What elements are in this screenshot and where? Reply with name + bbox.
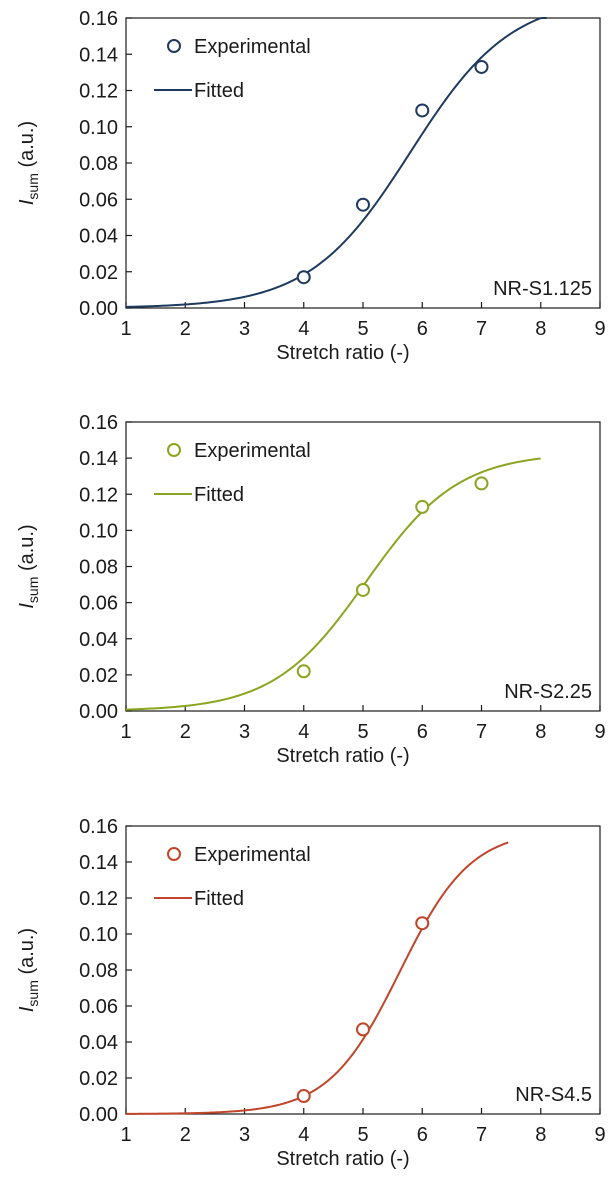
legend-label-experimental: Experimental [194,36,311,58]
y-tick-label: 0.14 [79,44,118,66]
x-tick-label: 2 [180,318,191,340]
x-tick-label: 7 [476,1124,487,1146]
experimental-point [296,664,311,679]
legend-label-fitted: Fitted [194,484,244,506]
x-tick-label: 4 [298,1124,309,1146]
experimental-point [296,270,311,285]
y-tick-label: 0.06 [79,189,118,211]
legend-label-experimental: Experimental [194,440,311,462]
chart-panel-2: 0.00 0.02 0.04 0.06 0.08 0.10 0.12 0.14 0.16 1 2 3 4… [16,412,606,767]
y-tick-label: 0.16 [79,816,118,838]
x-tick-label: 6 [417,1124,428,1146]
y-tick-label: 0.04 [79,1032,118,1054]
x-tick-label: 2 [180,1124,191,1146]
y-tick-label: 0.02 [79,262,118,284]
x-tick-label: 6 [417,318,428,340]
y-tick-label: 0.08 [79,153,118,175]
x-tick-label: 9 [594,318,605,340]
y-tick-label: 0.08 [79,557,118,579]
x-tick-label: 6 [417,721,428,743]
x-tick-label: 4 [298,318,309,340]
y-tick-label: 0.10 [79,520,118,542]
y-tick-label: 0.04 [79,226,118,248]
experimental-point [415,916,430,931]
y-tick-label: 0.14 [79,852,118,874]
x-tick-label: 9 [594,1124,605,1146]
x-tick-label: 3 [239,1124,250,1146]
x-tick-label: 2 [180,721,191,743]
y-tick-label: 0.00 [79,1104,118,1126]
y-axis-label: Isum (a.u.) [16,121,41,205]
y-tick-label: 0.14 [79,448,118,470]
x-tick-label: 8 [535,318,546,340]
x-tick-label: 5 [357,318,368,340]
x-axis-label: Stretch ratio (-) [276,1148,409,1170]
y-axis-label: Isum (a.u.) [16,524,41,608]
x-axis-label: Stretch ratio (-) [276,745,409,767]
y-tick-label: 0.00 [79,298,118,320]
y-tick-label: 0.12 [79,484,118,506]
y-tick-label: 0.06 [79,593,118,615]
x-tick-label: 5 [357,1124,368,1146]
experimental-point [356,582,370,597]
panel-label-background [476,274,596,302]
experimental-point [474,476,489,491]
x-tick-label: 3 [239,318,250,340]
x-tick-label: 9 [594,721,605,743]
panel-label: NR-S4.5 [515,1084,592,1106]
legend-marker-experimental [167,847,181,861]
panel-label-background [476,677,596,705]
y-tick-label: 0.12 [79,888,118,910]
y-tick-label: 0.16 [79,412,118,434]
y-tick-label: 0.04 [79,629,118,651]
y-tick-label: 0.08 [79,960,118,982]
experimental-point [415,499,430,514]
x-tick-label: 1 [120,318,131,340]
y-tick-label: 0.16 [79,8,118,30]
x-tick-label: 3 [239,721,250,743]
x-tick-label: 7 [476,721,487,743]
fitted-curve [125,841,509,1115]
legend-marker-experimental [167,443,181,457]
legend-label-experimental: Experimental [194,844,311,866]
legend-label-fitted: Fitted [194,888,244,910]
experimental-point [356,197,370,212]
legend-label-fitted: Fitted [194,80,244,102]
x-tick-label: 8 [535,1124,546,1146]
x-tick-label: 5 [357,721,368,743]
legend-marker-experimental [167,39,181,53]
panel-label: NR-S1.125 [493,278,592,300]
y-tick-label: 0.00 [79,701,118,723]
chart-panel-3: 0.00 0.02 0.04 0.06 0.08 0.10 0.12 0.14 0.16 1 2 3 4… [16,816,606,1170]
x-tick-label: 7 [476,318,487,340]
panel-label: NR-S2.25 [504,681,592,703]
y-tick-label: 0.06 [79,996,118,1018]
y-axis-label: Isum (a.u.) [16,928,41,1012]
x-axis-label: Stretch ratio (-) [276,342,409,364]
y-tick-label: 0.02 [79,665,118,687]
x-tick-label: 8 [535,721,546,743]
y-tick-label: 0.10 [79,924,118,946]
x-tick-label: 1 [120,721,131,743]
x-tick-label: 4 [298,721,309,743]
x-tick-label: 1 [120,1124,131,1146]
experimental-point [296,1089,311,1103]
y-tick-label: 0.02 [79,1068,118,1090]
experimental-point [356,1022,370,1037]
chart-panel-1: 0.00 0.02 0.04 0.06 0.08 0.10 0.12 0.14 0.16 1 2 3 4… [16,8,606,364]
panel-label-background [476,1080,596,1108]
experimental-point [415,103,430,118]
y-tick-label: 0.12 [79,81,118,103]
experimental-point [474,59,489,74]
y-tick-label: 0.10 [79,117,118,139]
fitted-curve [125,457,541,711]
